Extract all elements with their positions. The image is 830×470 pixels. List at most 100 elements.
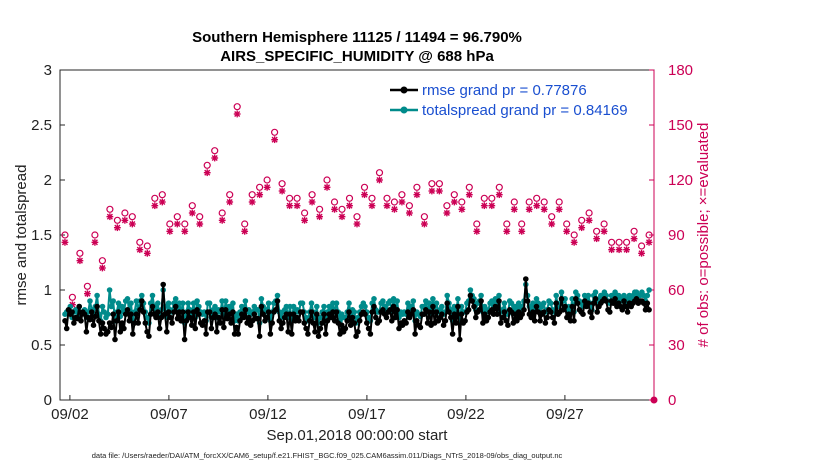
obs-possible-point <box>316 205 324 213</box>
obs-possible-point <box>480 194 488 202</box>
rmse-point <box>531 318 538 324</box>
obs-possible-point <box>428 180 436 188</box>
rmse-point <box>580 311 586 318</box>
obs-evaluated-point <box>570 238 578 246</box>
obs-possible-point <box>330 198 339 206</box>
rmse-point <box>90 322 97 329</box>
totalspread-point <box>455 296 461 302</box>
rmse-point <box>146 333 152 340</box>
x-tick-label: 09/07 <box>150 406 188 423</box>
obs-possible-point <box>136 238 144 246</box>
obs-possible-point <box>338 205 346 213</box>
obs-evaluated-point <box>488 202 496 210</box>
rmse-point <box>562 303 568 310</box>
rmse-point <box>251 311 258 318</box>
obs-evaluated-point <box>420 220 428 228</box>
obs-possible-point <box>128 213 136 221</box>
obs-evaluated-point <box>316 213 323 221</box>
obs-possible-point <box>368 194 376 202</box>
rmse-point <box>181 336 188 343</box>
rmse-point <box>312 329 318 335</box>
obs-evaluated-point <box>638 249 645 257</box>
rmse-point <box>644 300 651 307</box>
obs-evaluated-point <box>518 227 526 235</box>
totalspread-point <box>362 303 368 310</box>
totalspread-point <box>144 314 150 321</box>
rmse-point <box>503 318 510 324</box>
x-tick-label: 09/17 <box>348 406 386 423</box>
obs-possible-point <box>458 198 466 206</box>
left-tick-label: 3 <box>44 62 52 79</box>
right-tick-label: 30 <box>668 337 685 354</box>
left-tick-label: 1.5 <box>31 227 52 244</box>
totalspread-point <box>333 300 340 307</box>
rmse-point <box>573 296 579 302</box>
obs-possible-point <box>383 194 391 202</box>
rmse-point <box>88 309 95 315</box>
rmse-point <box>612 296 618 302</box>
obs-evaluated-point <box>166 227 174 235</box>
rmse-point <box>237 318 243 324</box>
obs-evaluated-point <box>585 216 593 224</box>
totalspread-point <box>548 300 554 307</box>
rmse-point <box>548 309 554 315</box>
rmse-point <box>571 318 577 324</box>
rmse-point <box>321 311 327 318</box>
totalspread-point <box>351 309 358 315</box>
rmse-point <box>610 300 617 307</box>
x-axis-label: Sep.01,2018 00:00:00 start <box>267 427 449 444</box>
obs-evaluated-point <box>525 205 533 213</box>
obs-evaluated-point <box>173 220 181 228</box>
obs-possible-point <box>248 191 256 199</box>
rmse-point <box>217 320 224 326</box>
x-tick-label: 09/02 <box>51 406 89 423</box>
totalspread-point <box>255 307 261 313</box>
obs-possible-point <box>405 202 413 210</box>
rmse-point <box>246 314 252 321</box>
obs-possible-point <box>548 213 556 221</box>
rmse-point <box>603 298 609 304</box>
obs-possible-point <box>233 103 241 111</box>
rmse-point <box>62 318 68 324</box>
obs-evaluated-point <box>555 205 563 213</box>
rmse-point <box>99 320 106 326</box>
obs-evaluated-point <box>383 202 391 210</box>
totalspread-point <box>533 296 540 302</box>
obs-possible-point <box>495 183 503 191</box>
obs-evaluated-point <box>271 136 279 144</box>
obs-possible-point <box>510 198 518 206</box>
rmse-point <box>235 331 241 337</box>
obs-possible-point <box>106 205 114 213</box>
obs-evaluated-point <box>113 224 121 232</box>
rmse-point <box>408 311 415 318</box>
rmse-point <box>322 331 329 337</box>
obs-evaluated-point <box>510 205 518 213</box>
obs-evaluated-point <box>293 202 301 210</box>
obs-possible-point <box>345 194 354 202</box>
rmse-point <box>451 311 458 318</box>
obs-evaluated-point <box>353 220 361 228</box>
rmse-point <box>403 320 409 326</box>
obs-possible-point <box>286 194 294 202</box>
right-tick-label: 180 <box>668 62 693 79</box>
rmse-point <box>342 325 349 332</box>
obs-zero-marker <box>650 396 658 404</box>
plot-area <box>59 69 655 401</box>
obs-evaluated-point <box>263 183 271 191</box>
rmse-point <box>112 336 118 343</box>
rmse-point <box>133 311 140 318</box>
rmse-point <box>478 298 484 304</box>
totalspread-point <box>128 300 134 307</box>
rmse-point <box>87 316 93 323</box>
totalspread-point <box>185 300 191 307</box>
rmse-point <box>119 320 125 326</box>
right-axis-ticks: 0 30 60 90 120 150 180 <box>649 62 693 409</box>
rmse-point <box>158 314 165 321</box>
obs-evaluated-point <box>391 205 398 213</box>
right-tick-label: 120 <box>668 172 693 189</box>
rmse-point <box>194 307 200 313</box>
rmse-point <box>165 309 172 315</box>
totalspread-point <box>180 300 186 307</box>
obs-possible-point <box>301 209 309 217</box>
